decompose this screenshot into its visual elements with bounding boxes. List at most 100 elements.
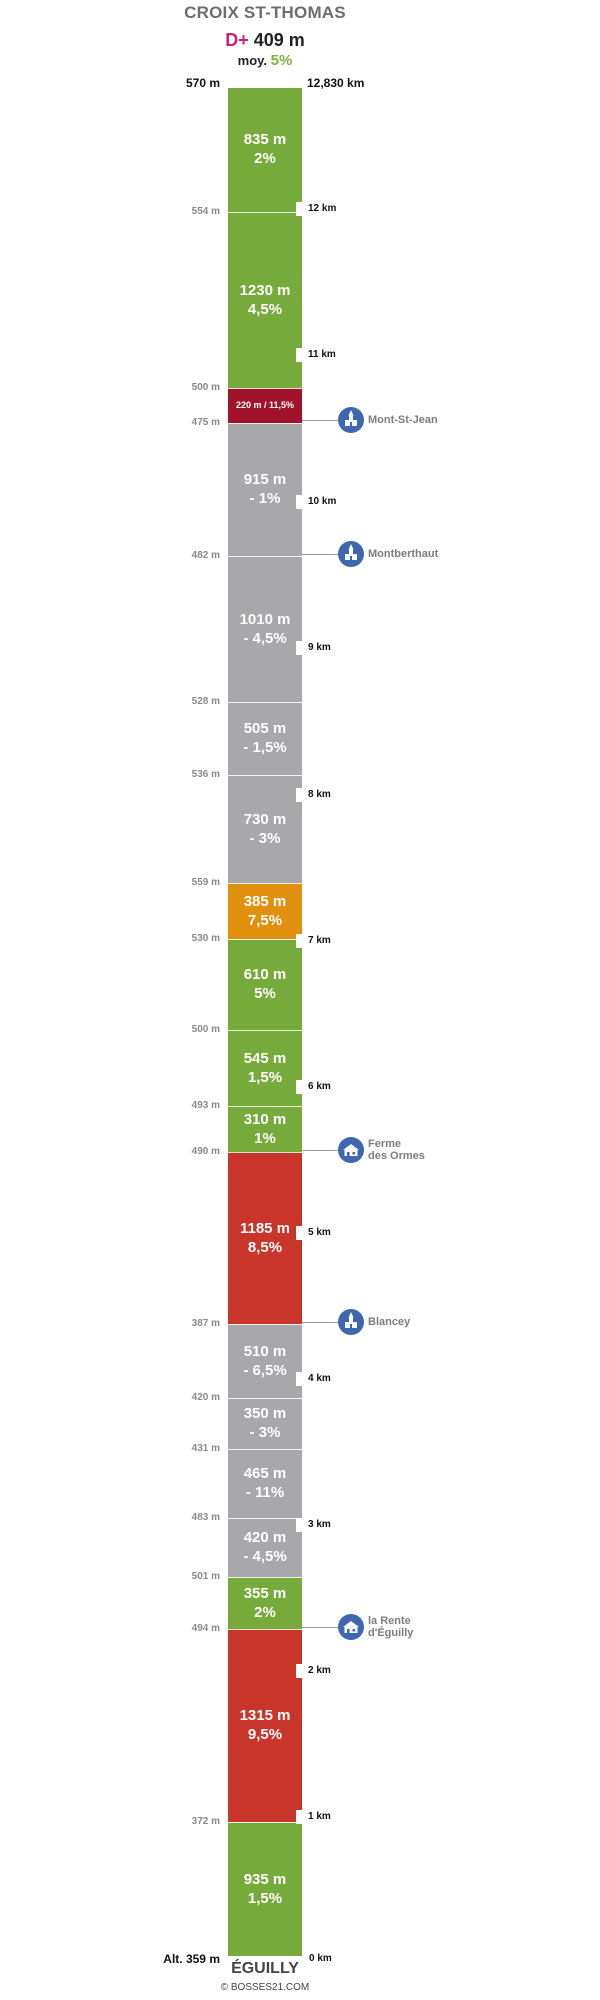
km-label: 5 km: [308, 1227, 331, 1238]
segment-length: 385 m: [243, 892, 287, 910]
segment-grade: 2%: [254, 150, 276, 167]
km-notch: [296, 1664, 308, 1678]
km-notch: [296, 1080, 308, 1094]
poi-label: Blancey: [368, 1316, 411, 1328]
km-notch: [296, 1372, 308, 1386]
poi-marker: Montberthaut: [302, 541, 462, 567]
segment-grade: - 1%: [249, 490, 281, 507]
gradient-segment: 310 m 1%: [228, 1106, 302, 1152]
gradient-segment: 465 m- 11%: [228, 1449, 302, 1518]
segment-length: 1185 m: [239, 1219, 291, 1237]
segment-length: 310 m: [243, 1110, 287, 1128]
segment-length: 835 m: [243, 131, 287, 149]
average-grade-value: 5%: [270, 52, 293, 69]
elevation-gain: D+ 409 m: [0, 30, 530, 51]
segment-length: 350 m: [243, 1405, 287, 1423]
segment-length: 610 m: [243, 966, 287, 984]
segment-grade: 5%: [254, 985, 276, 1002]
km-notch: [296, 934, 308, 948]
segment-length: 915 m: [243, 471, 287, 489]
gradient-segment: 935 m 1,5%: [228, 1822, 302, 1956]
km-label: 9 km: [308, 642, 331, 653]
end-location: ÉGUILLY: [231, 1960, 299, 1977]
top-altitude: 570 m: [185, 76, 220, 90]
average-grade-label: moy.: [237, 53, 268, 68]
poi-label: la Rente d'Éguilly: [368, 1615, 414, 1639]
poi-leader-line: [302, 1150, 338, 1151]
km-label: 6 km: [308, 1081, 331, 1092]
altitude-label: 528 m: [191, 696, 220, 707]
altitude-label: 387 m: [191, 1318, 220, 1329]
church-icon: [338, 541, 364, 567]
altitude-label: 482 m: [191, 550, 220, 561]
km-label: 10 km: [308, 496, 337, 507]
segment-length: 505 m: [243, 720, 287, 738]
church-icon: [338, 407, 364, 433]
segment-grade: - 3%: [249, 1424, 281, 1441]
segment-grade: - 1,5%: [243, 739, 287, 756]
segment-length: 355 m: [243, 1584, 287, 1602]
segment-grade: - 6,5%: [243, 1361, 287, 1379]
gradient-segment: 385 m 7,5%: [228, 883, 302, 939]
segment-length: 730 m: [243, 810, 287, 828]
segment-length: 420 m: [243, 1529, 287, 1547]
km-label: 11 km: [308, 349, 336, 360]
segment-length: 1230 m: [239, 281, 291, 299]
segment-grade: - 3%: [249, 829, 281, 847]
altitude-label: 494 m: [191, 1623, 220, 1634]
gradient-segment: 610 m 5%: [228, 939, 302, 1030]
gradient-segment: 835 m 2%: [228, 88, 302, 212]
segment-length: 1010 m: [239, 610, 291, 628]
km-notch: [296, 1226, 308, 1240]
km-label: 2 km: [308, 1665, 331, 1676]
km-label: 4 km: [308, 1373, 331, 1384]
gradient-segment: 915 m- 1%: [228, 423, 302, 556]
farm-icon: [338, 1137, 364, 1163]
altitude-label: 554 m: [191, 206, 220, 217]
km-label: 7 km: [308, 935, 331, 946]
segment-length: 935 m: [243, 1870, 287, 1888]
bottom-distance: 0 km: [309, 1953, 332, 1964]
poi-marker: Ferme des Ormes: [302, 1137, 462, 1163]
altitude-label: 490 m: [191, 1146, 220, 1157]
segment-grade: 2%: [254, 1603, 276, 1621]
poi-leader-line: [302, 554, 338, 555]
km-notch: [296, 788, 308, 802]
segment-grade: 4,5%: [247, 300, 283, 318]
poi-leader-line: [302, 1627, 338, 1628]
segment-grade: - 11%: [245, 1484, 285, 1501]
altitude-label: 530 m: [191, 933, 220, 944]
km-label: 8 km: [308, 789, 331, 800]
gradient-segment: 1230 m 4,5%: [228, 212, 302, 388]
poi-marker: Mont-St-Jean: [302, 407, 462, 433]
altitude-label: 372 m: [191, 1816, 220, 1827]
segment-grade: 1,5%: [247, 1889, 283, 1907]
segment-length: 510 m: [243, 1342, 287, 1360]
km-notch: [296, 348, 308, 362]
km-label: 3 km: [308, 1519, 331, 1530]
poi-marker: Blancey: [302, 1309, 462, 1335]
gradient-segment: 1185 m 8,5%: [228, 1152, 302, 1324]
altitude-label: 536 m: [191, 769, 220, 780]
km-notch: [296, 495, 308, 509]
elevation-gain-value: 409 m: [253, 30, 305, 50]
gradient-segment: 355 m 2%: [228, 1577, 302, 1629]
poi-leader-line: [302, 420, 338, 421]
gradient-segment: 505 m- 1,5%: [228, 702, 302, 775]
segment-grade: 1,5%: [247, 1068, 283, 1086]
altitude-label: 501 m: [191, 1571, 220, 1582]
altitude-label: 493 m: [191, 1100, 220, 1111]
poi-marker: la Rente d'Éguilly: [302, 1614, 462, 1640]
segment-grade: 7,5%: [247, 911, 283, 929]
altitude-label: 431 m: [191, 1443, 220, 1454]
farm-icon: [338, 1614, 364, 1640]
segment-length: 545 m: [243, 1049, 287, 1067]
gradient-segment: 1010 m- 4,5%: [228, 556, 302, 702]
bottom-altitude: Alt. 359 m: [163, 1952, 220, 1966]
km-label: 12 km: [308, 203, 337, 214]
segment-length: 220 m / 11,5%: [235, 400, 295, 411]
gradient-segment: 510 m- 6,5%: [228, 1324, 302, 1398]
km-notch: [296, 1518, 308, 1532]
gradient-segment: 420 m- 4,5%: [228, 1518, 302, 1577]
altitude-label: 500 m: [191, 382, 220, 393]
